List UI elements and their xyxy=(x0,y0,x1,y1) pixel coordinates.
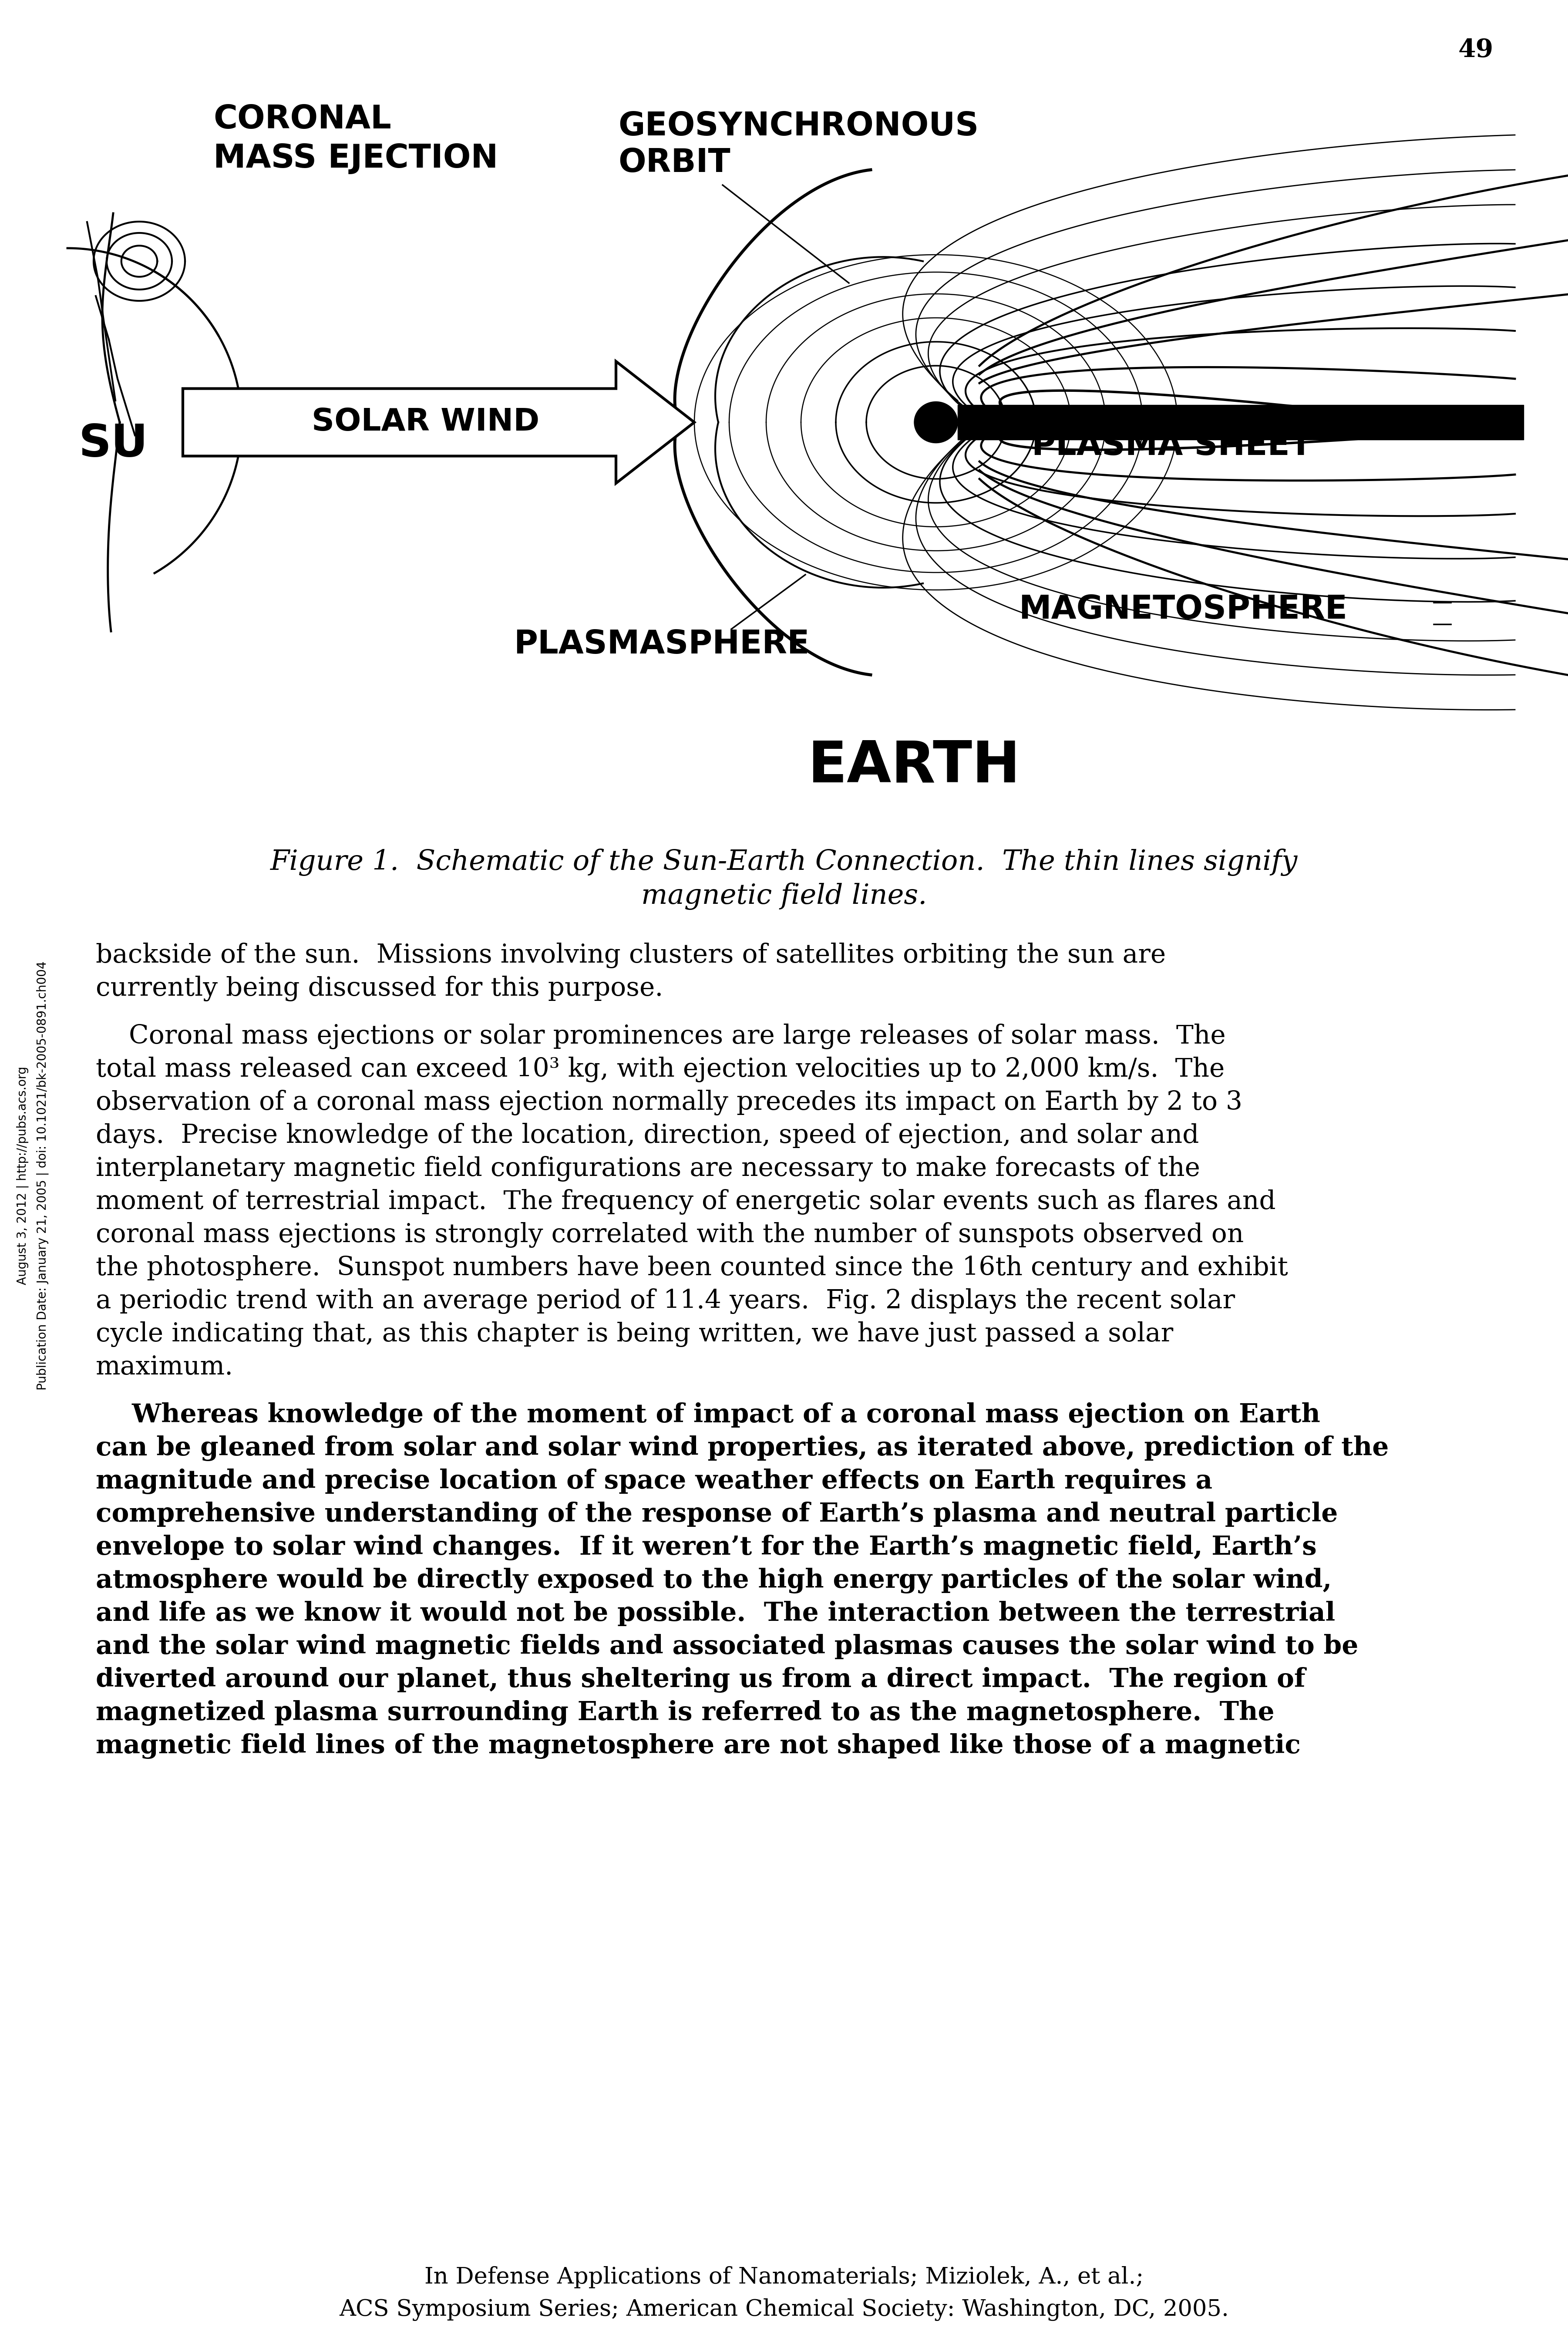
Text: —: — xyxy=(1432,616,1452,635)
Text: EARTH: EARTH xyxy=(808,738,1021,795)
Text: ACS Symposium Series; American Chemical Society: Washington, DC, 2005.: ACS Symposium Series; American Chemical … xyxy=(339,2299,1229,2320)
Text: CORONAL: CORONAL xyxy=(213,103,392,136)
Text: magnitude and precise location of space weather effects on Earth requires a: magnitude and precise location of space … xyxy=(96,1469,1212,1495)
Text: diverted around our planet, thus sheltering us from a direct impact.  The region: diverted around our planet, thus shelter… xyxy=(96,1667,1305,1693)
Text: Coronal mass ejections or solar prominences are large releases of solar mass.  T: Coronal mass ejections or solar prominen… xyxy=(96,1023,1226,1049)
Text: Figure 1.  Schematic of the Sun-Earth Connection.  The thin lines signify: Figure 1. Schematic of the Sun-Earth Con… xyxy=(270,849,1298,877)
Text: August 3, 2012 | http://pubs.acs.org: August 3, 2012 | http://pubs.acs.org xyxy=(16,1067,28,1284)
Text: PLASMASPHERE: PLASMASPHERE xyxy=(514,628,809,661)
Text: ORBIT: ORBIT xyxy=(618,148,731,179)
Text: SOLAR WIND: SOLAR WIND xyxy=(312,407,539,437)
Text: days.  Precise knowledge of the location, direction, speed of ejection, and sola: days. Precise knowledge of the location,… xyxy=(96,1124,1200,1150)
Text: magnetized plasma surrounding Earth is referred to as the magnetosphere.  The: magnetized plasma surrounding Earth is r… xyxy=(96,1700,1275,1726)
Text: a periodic trend with an average period of 11.4 years.  Fig. 2 displays the rece: a periodic trend with an average period … xyxy=(96,1288,1236,1314)
Text: the photosphere.  Sunspot numbers have been counted since the 16th century and e: the photosphere. Sunspot numbers have be… xyxy=(96,1255,1287,1281)
Text: cycle indicating that, as this chapter is being written, we have just passed a s: cycle indicating that, as this chapter i… xyxy=(96,1321,1173,1347)
Ellipse shape xyxy=(914,402,958,442)
Text: can be gleaned from solar and solar wind properties, as iterated above, predicti: can be gleaned from solar and solar wind… xyxy=(96,1436,1389,1462)
Text: MASS EJECTION: MASS EJECTION xyxy=(213,143,499,174)
Text: envelope to solar wind changes.  If it weren’t for the Earth’s magnetic field, E: envelope to solar wind changes. If it we… xyxy=(96,1535,1317,1561)
FancyArrow shape xyxy=(183,362,695,484)
Text: Whereas knowledge of the moment of impact of a coronal mass ejection on Earth: Whereas knowledge of the moment of impac… xyxy=(96,1404,1320,1427)
Text: backside of the sun.  Missions involving clusters of satellites orbiting the sun: backside of the sun. Missions involving … xyxy=(96,943,1167,969)
Text: magnetic field lines.: magnetic field lines. xyxy=(641,882,927,910)
Text: In Defense Applications of Nanomaterials; Miziolek, A., et al.;: In Defense Applications of Nanomaterials… xyxy=(425,2266,1143,2288)
Polygon shape xyxy=(958,404,1524,440)
Text: currently being discussed for this purpose.: currently being discussed for this purpo… xyxy=(96,976,663,1002)
Text: —: — xyxy=(1432,592,1452,614)
Text: 49: 49 xyxy=(1458,38,1493,61)
Text: moment of terrestrial impact.  The frequency of energetic solar events such as f: moment of terrestrial impact. The freque… xyxy=(96,1190,1276,1215)
Text: and life as we know it would not be possible.  The interaction between the terre: and life as we know it would not be poss… xyxy=(96,1601,1336,1627)
Text: and the solar wind magnetic fields and associated plasmas causes the solar wind : and the solar wind magnetic fields and a… xyxy=(96,1634,1358,1660)
Text: atmosphere would be directly exposed to the high energy particles of the solar w: atmosphere would be directly exposed to … xyxy=(96,1568,1331,1594)
Text: interplanetary magnetic field configurations are necessary to make forecasts of : interplanetary magnetic field configurat… xyxy=(96,1157,1200,1183)
Text: comprehensive understanding of the response of Earth’s plasma and neutral partic: comprehensive understanding of the respo… xyxy=(96,1502,1338,1528)
Text: MAGNETOSPHERE: MAGNETOSPHERE xyxy=(1019,595,1347,625)
Text: magnetic field lines of the magnetosphere are not shaped like those of a magneti: magnetic field lines of the magnetospher… xyxy=(96,1733,1301,1759)
Text: PLASMA SHEET: PLASMA SHEET xyxy=(1032,430,1312,463)
Text: total mass released can exceed 10³ kg, with ejection velocities up to 2,000 km/s: total mass released can exceed 10³ kg, w… xyxy=(96,1056,1225,1081)
Text: coronal mass ejections is strongly correlated with the number of sunspots observ: coronal mass ejections is strongly corre… xyxy=(96,1223,1243,1248)
Text: maximum.: maximum. xyxy=(96,1354,234,1380)
Text: GEOSYNCHRONOUS: GEOSYNCHRONOUS xyxy=(618,110,978,141)
Text: observation of a coronal mass ejection normally precedes its impact on Earth by : observation of a coronal mass ejection n… xyxy=(96,1091,1242,1114)
Text: Publication Date: January 21, 2005 | doi: 10.1021/bk-2005-0891.ch004: Publication Date: January 21, 2005 | doi… xyxy=(36,962,49,1389)
Text: SU: SU xyxy=(78,423,147,465)
